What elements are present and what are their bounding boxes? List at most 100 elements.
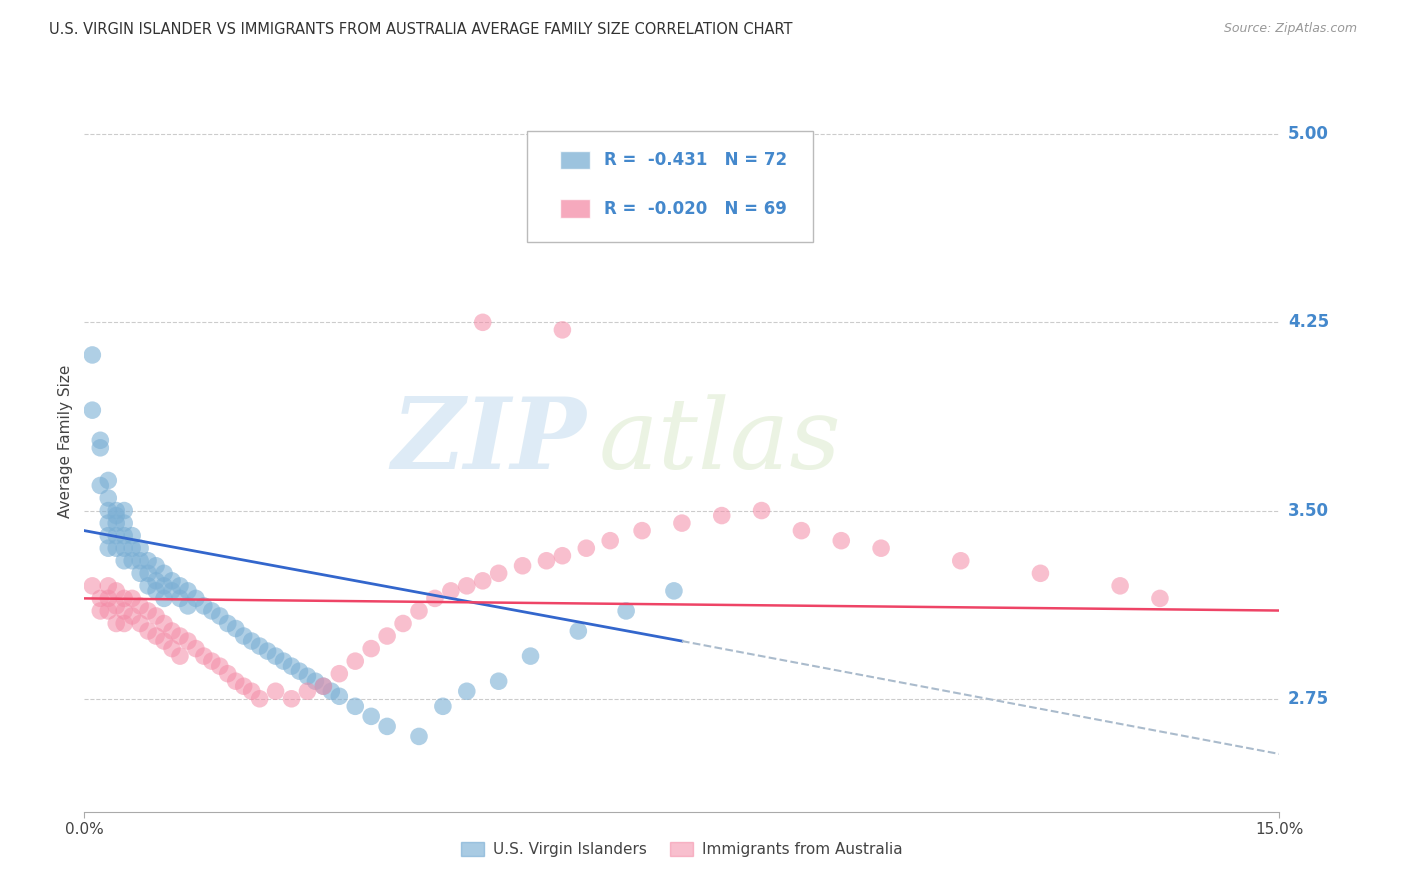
Point	[97, 474, 120, 488]
Point	[249, 691, 271, 706]
Point	[599, 533, 621, 548]
Point	[1149, 591, 1171, 606]
Point	[201, 654, 224, 668]
Point	[145, 583, 167, 598]
Point	[344, 699, 367, 714]
Point	[121, 554, 143, 568]
Point	[105, 583, 128, 598]
Point	[297, 684, 319, 698]
Point	[97, 541, 120, 556]
Point	[551, 549, 574, 563]
Point	[105, 599, 128, 613]
Point	[105, 516, 128, 530]
Point	[751, 503, 773, 517]
Point	[631, 524, 654, 538]
Point	[280, 691, 302, 706]
Point	[121, 609, 143, 624]
Point	[169, 579, 191, 593]
Point	[249, 639, 271, 653]
Point	[169, 629, 191, 643]
Point	[97, 491, 120, 505]
Point	[112, 503, 135, 517]
Point	[519, 649, 541, 664]
Point	[97, 604, 120, 618]
Bar	[560, 151, 591, 169]
Point	[312, 679, 335, 693]
Point	[136, 566, 159, 581]
Point	[97, 591, 120, 606]
Point	[328, 690, 350, 704]
Point	[105, 541, 128, 556]
Point	[280, 659, 302, 673]
Point	[184, 591, 207, 606]
Point	[89, 591, 111, 606]
Point	[153, 591, 176, 606]
Point	[273, 654, 295, 668]
Point	[344, 654, 367, 668]
Point	[790, 524, 813, 538]
Point	[208, 659, 231, 673]
Point	[375, 629, 398, 643]
Point	[184, 641, 207, 656]
Point	[112, 604, 135, 618]
Point	[225, 674, 247, 689]
Point	[321, 684, 343, 698]
Point	[160, 574, 183, 588]
Point	[870, 541, 893, 556]
Point	[1109, 579, 1132, 593]
Point	[145, 609, 167, 624]
Point	[512, 558, 534, 573]
Point	[82, 579, 104, 593]
Point	[232, 679, 254, 693]
Point	[375, 719, 398, 733]
Text: Source: ZipAtlas.com: Source: ZipAtlas.com	[1223, 22, 1357, 36]
Point	[136, 624, 159, 638]
Point	[264, 684, 287, 698]
Point	[488, 566, 510, 581]
Point	[232, 629, 254, 643]
Point	[89, 604, 111, 618]
Text: R =  -0.431   N = 72: R = -0.431 N = 72	[605, 151, 787, 169]
Point	[471, 315, 494, 329]
Point	[153, 579, 176, 593]
Point	[423, 591, 446, 606]
Point	[240, 684, 263, 698]
Point	[177, 583, 200, 598]
Bar	[560, 200, 591, 218]
Point	[360, 709, 382, 723]
Point	[201, 604, 224, 618]
Point	[89, 441, 111, 455]
Text: R =  -0.020   N = 69: R = -0.020 N = 69	[605, 200, 787, 218]
Point	[121, 529, 143, 543]
Point	[177, 634, 200, 648]
Text: 4.25: 4.25	[1288, 313, 1329, 331]
Point	[208, 609, 231, 624]
Point	[129, 566, 152, 581]
Point	[129, 554, 152, 568]
Point	[288, 664, 311, 678]
Point	[112, 591, 135, 606]
Point	[153, 634, 176, 648]
Point	[97, 529, 120, 543]
Point	[671, 516, 693, 530]
Point	[160, 641, 183, 656]
Point	[129, 599, 152, 613]
Point	[456, 579, 478, 593]
Point	[710, 508, 733, 523]
Point	[392, 616, 415, 631]
Point	[97, 516, 120, 530]
Point	[112, 616, 135, 631]
Point	[145, 558, 167, 573]
Point	[121, 591, 143, 606]
Point	[129, 541, 152, 556]
Point	[217, 616, 239, 631]
Point	[82, 348, 104, 362]
Point	[136, 604, 159, 618]
Point	[575, 541, 598, 556]
Point	[177, 599, 200, 613]
Point	[169, 649, 191, 664]
Point	[82, 403, 104, 417]
Point	[153, 566, 176, 581]
Point	[471, 574, 494, 588]
Point	[136, 554, 159, 568]
